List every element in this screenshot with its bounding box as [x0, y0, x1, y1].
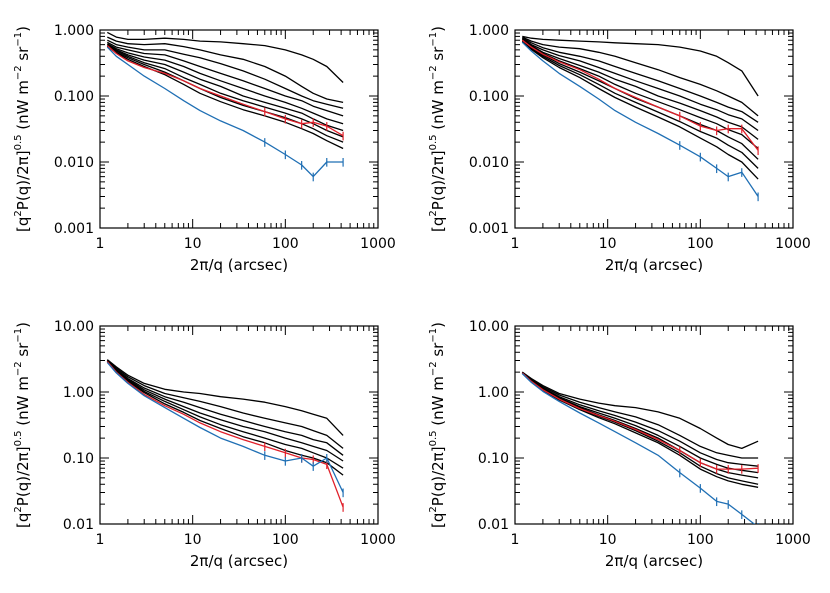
y-tick-label: 1.00: [478, 385, 509, 401]
series-group: [106, 31, 344, 182]
series-line-black: [106, 44, 344, 132]
x-tick-label: 1000: [775, 236, 811, 252]
series-line-blue: [106, 46, 344, 178]
chart-top-left: 1 10 100 1000 0.001 0.010 0.100 1.000 2π/q (arcs…: [13, 23, 396, 274]
plot-frame: [514, 29, 794, 229]
series-line-black: [106, 41, 344, 117]
series-line-blue: [521, 373, 756, 524]
x-tick-label: 1: [511, 236, 520, 252]
plot-frame: [514, 325, 794, 525]
y-tick-label: 0.100: [54, 89, 94, 105]
x-tick-label: 1000: [360, 236, 396, 252]
series-line-black: [106, 360, 344, 456]
x-tick-label: 1000: [360, 532, 396, 548]
panel-top-left: 1 10 100 1000 0.001 0.010 0.100 1.000 2π/q (arcs…: [0, 0, 415, 296]
y-tick-label: 10.00: [54, 319, 94, 335]
x-tick-label: 10: [184, 236, 202, 252]
axis-ticks: [99, 30, 378, 229]
x-tick-label: 1: [96, 236, 105, 252]
y-tick-label: 0.010: [469, 155, 509, 171]
series-line-black: [106, 45, 344, 143]
x-tick-label: 100: [687, 236, 714, 252]
series-line-black: [106, 46, 344, 150]
x-tick-label: 10: [184, 532, 202, 548]
x-tick-label: 100: [687, 532, 714, 548]
series-line-black: [521, 372, 759, 485]
chart-bottom-right: 1 10 100 1000 0.01 0.10 1.00 10.00 2π/q (arcsec)…: [428, 319, 811, 570]
axis-ticks: [99, 326, 378, 525]
series-line-red: [521, 372, 759, 470]
y-tick-label: 1.00: [63, 385, 94, 401]
series-line-black: [106, 361, 344, 469]
y-tick-label: 0.100: [469, 89, 509, 105]
x-tick-label: 1: [511, 532, 520, 548]
series-line-black: [106, 361, 344, 476]
chart-bottom-left: 1 10 100 1000 0.01 0.10 1.00 10.00 2π/q (arcsec)…: [13, 319, 396, 570]
series-line-black: [522, 35, 759, 97]
series-group: [106, 359, 344, 512]
series-line-black: [521, 39, 759, 149]
series-line-black: [522, 36, 759, 117]
y-tick-label: 1.000: [469, 23, 509, 39]
axis-ticks: [514, 30, 793, 229]
y-tick-label: 0.01: [478, 517, 509, 533]
plot-frame: [99, 29, 379, 229]
series-line-black: [106, 360, 344, 449]
series-group: [521, 371, 759, 524]
series-line-red: [106, 45, 344, 137]
panel-bottom-right: 1 10 100 1000 0.01 0.10 1.00 10.00 2π/q (arcsec)…: [415, 296, 830, 592]
chart-top-right: 1 10 100 1000 0.001 0.010 0.100 1.000 2π/q (arcs…: [428, 23, 811, 274]
y-tick-label: 0.001: [469, 221, 509, 237]
series-line-black: [107, 39, 344, 109]
series-line-blue: [521, 41, 759, 197]
plot-frame: [99, 325, 379, 525]
x-tick-label: 100: [272, 532, 299, 548]
y-axis-title: [q2P(q)/2π]0.5 (nW m−2 sr−1): [428, 322, 447, 528]
series-line-black: [521, 372, 759, 479]
y-tick-label: 0.001: [54, 221, 94, 237]
y-tick-label: 10.00: [469, 319, 509, 335]
x-tick-label: 1000: [775, 532, 811, 548]
series-line-black: [521, 372, 759, 474]
y-tick-label: 0.10: [63, 451, 94, 467]
series-line-black: [521, 40, 759, 169]
x-axis-title: 2π/q (arcsec): [605, 256, 703, 274]
y-tick-label: 0.10: [478, 451, 509, 467]
series-line-black: [521, 38, 759, 132]
axis-ticks: [514, 326, 793, 525]
series-line-black: [521, 371, 759, 459]
series-line-black: [521, 38, 759, 140]
series-line-black: [521, 40, 759, 160]
x-axis-title: 2π/q (arcsec): [605, 552, 703, 570]
x-tick-label: 10: [599, 532, 617, 548]
panel-top-right: 1 10 100 1000 0.001 0.010 0.100 1.000 2π/q (arcs…: [415, 0, 830, 296]
series-line-black: [521, 371, 759, 450]
y-axis-title: [q2P(q)/2π]0.5 (nW m−2 sr−1): [428, 26, 447, 232]
y-tick-label: 0.01: [63, 517, 94, 533]
x-axis-title: 2π/q (arcsec): [190, 256, 288, 274]
y-tick-label: 1.000: [54, 23, 94, 39]
series-line-blue: [106, 362, 344, 493]
series-line-red: [106, 361, 344, 508]
x-tick-label: 1: [96, 532, 105, 548]
series-group: [521, 35, 759, 202]
x-tick-label: 100: [272, 236, 299, 252]
series-line-black: [106, 45, 344, 138]
x-tick-label: 10: [599, 236, 617, 252]
series-line-black: [106, 43, 344, 125]
series-line-black: [521, 371, 759, 467]
y-tick-label: 0.010: [54, 155, 94, 171]
y-axis-title: [q2P(q)/2π]0.5 (nW m−2 sr−1): [13, 322, 32, 528]
series-line-black: [521, 41, 759, 180]
series-line-black: [106, 359, 344, 436]
x-axis-title: 2π/q (arcsec): [190, 552, 288, 570]
panel-bottom-left: 1 10 100 1000 0.01 0.10 1.00 10.00 2π/q (arcsec)…: [0, 296, 415, 592]
series-line-black: [106, 361, 344, 462]
y-axis-title: [q2P(q)/2π]0.5 (nW m−2 sr−1): [13, 26, 32, 232]
series-line-black: [521, 37, 759, 123]
series-line-black: [107, 36, 344, 104]
series-line-black: [106, 31, 344, 83]
series-line-red: [521, 39, 759, 151]
